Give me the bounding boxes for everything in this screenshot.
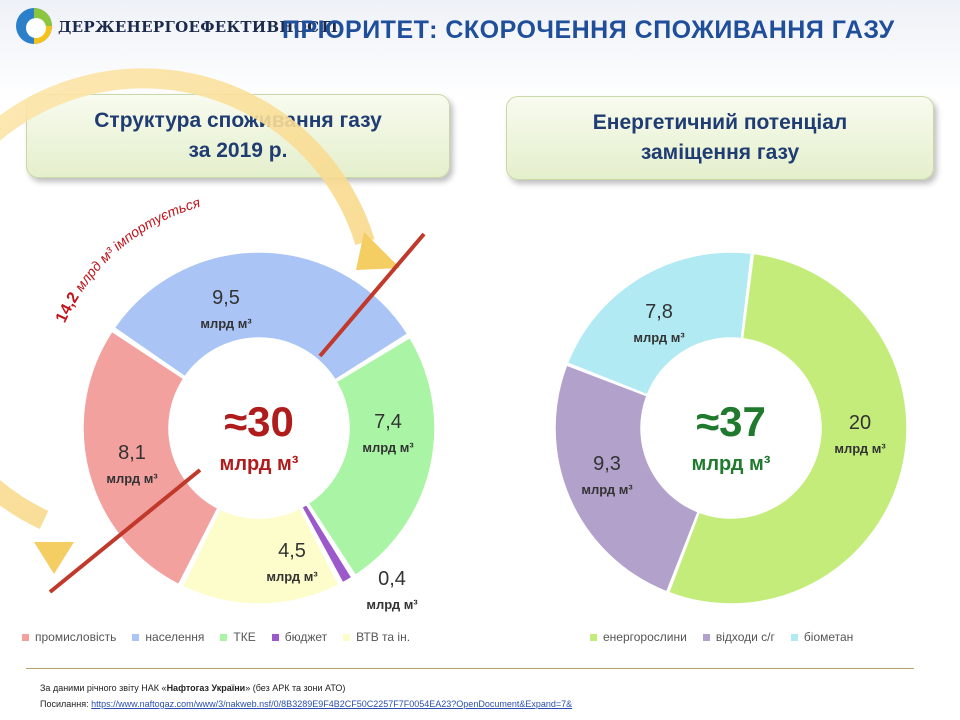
slice-2 xyxy=(566,251,753,396)
legend-label: бюджет xyxy=(284,630,328,644)
footer-source-company: Нафтогаз України xyxy=(166,683,246,693)
legend-swatch xyxy=(220,633,228,641)
left-box-line-2: за 2019 р. xyxy=(188,139,288,162)
legend-item: біометан xyxy=(790,630,854,644)
legend-item: промисловість xyxy=(22,630,116,644)
footer-divider xyxy=(26,668,914,669)
chart-right-donut: 20 млрд м³ 9,3 млрд м³ 7,8 млрд м³ ≈37 млрд м³ xyxy=(554,251,908,605)
import-arrow-head-bottom xyxy=(34,542,74,574)
slice-value-label: 8,1 xyxy=(118,442,146,464)
slice-0 xyxy=(667,252,908,605)
slice-1 xyxy=(554,364,700,593)
import-arrow-band xyxy=(0,68,375,530)
footer-source-suffix: » (без АРК та зони АТО) xyxy=(245,683,346,693)
slice-unit-label: млрд м³ xyxy=(581,482,633,497)
slice-value-label: 9,5 xyxy=(212,287,240,309)
center-total: ≈37 xyxy=(696,398,766,445)
legend-label: енергорослини xyxy=(603,630,687,644)
chart-left-donut: 9,5 млрд м³ 7,4 млрд м³ 0,4 млрд м³ 4,5 млрд м³… xyxy=(82,251,436,612)
footer-link-label: Посилання: xyxy=(40,699,89,709)
footer-source: За даними річного звіту НАК «Нафтогаз Ук… xyxy=(40,683,345,693)
center-total: ≈30 xyxy=(224,398,294,445)
slice-4 xyxy=(82,330,219,586)
footer-link-row: Посилання: https://www.naftogaz.com/www/… xyxy=(40,699,572,709)
logo xyxy=(16,8,52,44)
slice-unit-label: млрд м³ xyxy=(834,441,886,456)
legend-left: промисловість населення ТКЕ бюджет ВТВ та ін… xyxy=(22,630,426,644)
legend-item: бюджет xyxy=(271,630,328,644)
slice-unit-label: млрд м³ xyxy=(106,471,158,486)
organization-name: ДЕРЖЕНЕРГОЕФЕКТИВНОСТІ xyxy=(58,18,339,36)
legend-swatch xyxy=(271,633,279,641)
center-total-unit: млрд м³ xyxy=(692,453,771,475)
center-total-unit: млрд м³ xyxy=(220,453,299,475)
slice-2 xyxy=(300,503,353,584)
strike-line-top xyxy=(318,232,426,358)
slide-title: ПРІОРИТЕТ: СКОРОЧЕННЯ СПОЖИВАННЯ ГАЗУ xyxy=(282,16,895,44)
slice-unit-label: млрд м³ xyxy=(362,440,414,455)
slice-unit-label: млрд м³ xyxy=(633,330,685,345)
slice-3 xyxy=(181,507,340,605)
legend-label: ТКЕ xyxy=(233,630,256,644)
legend-item: населення xyxy=(132,630,204,644)
slice-value-label: 4,5 xyxy=(278,540,306,562)
slice-unit-label: млрд м³ xyxy=(366,597,418,612)
slice-0 xyxy=(113,251,409,381)
legend-label: ВТВ та ін. xyxy=(356,630,411,644)
import-arrow-head-top xyxy=(356,232,400,270)
legend-label: населення xyxy=(145,630,205,644)
legend-item: енергорослини xyxy=(590,630,687,644)
legend-item: відходи с/г xyxy=(702,630,775,644)
slice-unit-label: млрд м³ xyxy=(266,569,318,584)
strike-line-bottom xyxy=(48,468,202,594)
legend-item: ТКЕ xyxy=(220,630,256,644)
slice-value-label: 7,8 xyxy=(645,301,673,323)
slice-value-label: 9,3 xyxy=(593,453,621,475)
slice-1 xyxy=(307,336,436,577)
right-chart-header-box: Енергетичний потенціал заміщення газу xyxy=(506,96,934,180)
legend-swatch xyxy=(343,633,351,641)
slice-value-label: 0,4 xyxy=(378,568,406,590)
legend-swatch xyxy=(22,633,29,641)
legend-swatch xyxy=(702,633,710,641)
legend-right: енергорослини відходи с/г біометан xyxy=(590,630,869,644)
footer-link[interactable]: https://www.naftogaz.com/www/3/nakweb.ns… xyxy=(91,699,573,709)
slice-unit-label: млрд м³ xyxy=(200,316,252,331)
legend-item: ВТВ та ін. xyxy=(343,630,410,644)
legend-swatch xyxy=(790,633,798,641)
legend-label: біометан xyxy=(803,630,854,644)
right-box-line-2: заміщення газу xyxy=(640,141,800,164)
slice-value-label: 7,4 xyxy=(374,411,402,433)
footer-source-prefix: За даними річного звіту НАК « xyxy=(40,683,167,693)
legend-label: промисловість xyxy=(35,630,117,644)
slice-value-label: 20 xyxy=(849,412,871,434)
legend-swatch xyxy=(590,633,597,641)
legend-label: відходи с/г xyxy=(715,630,775,644)
legend-swatch xyxy=(132,633,140,641)
left-box-line-1: Структура споживання газу xyxy=(94,109,382,132)
right-box-line-1: Енергетичний потенціал xyxy=(592,111,848,134)
